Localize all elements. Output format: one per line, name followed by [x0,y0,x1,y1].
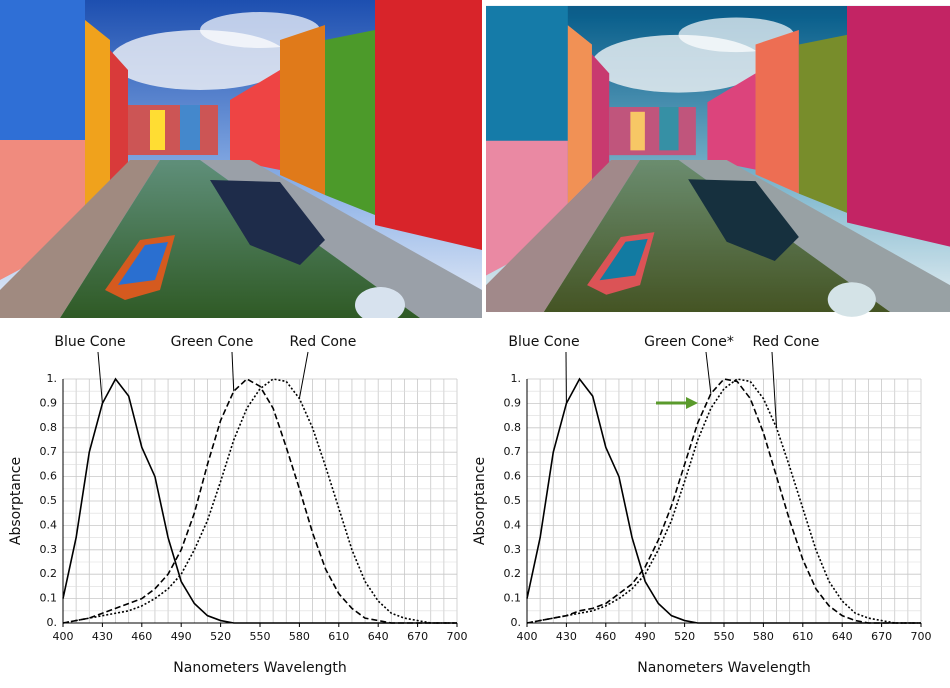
x-tick-label: 430 [556,630,577,643]
photo-shifted [486,5,950,317]
x-tick-label: 550 [250,630,271,643]
y-tick-label: 0.9 [40,396,58,409]
y-tick-label: 0. [47,616,58,629]
leader-line [298,351,309,399]
series-line [526,377,921,624]
y-tick-label: 0.5 [504,494,522,507]
series-label: Red Cone [753,334,820,350]
series-line [526,378,921,624]
x-tick-label: 580 [753,630,774,643]
y-tick-label: 0.1 [40,592,58,605]
x-tick-label: 490 [635,630,656,643]
y-tick-label: 0.8 [40,421,58,434]
x-tick-label: 490 [171,630,192,643]
y-tick-label: 0.1 [504,592,522,605]
x-tick-label: 700 [911,630,932,643]
y-tick-label: 0. [511,616,522,629]
y-tick-label: 0.3 [40,543,58,556]
y-tick-label: 0.6 [40,470,58,483]
series-label: Blue Cone [508,334,579,350]
leader-line [97,351,103,404]
y-tick-label: 0.5 [40,494,58,507]
series-label: Green Cone [171,334,254,350]
y-tick-label: 0.9 [504,396,522,409]
leader-line [771,351,778,428]
x-tick-label: 670 [871,630,892,643]
x-tick-label: 640 [368,630,389,643]
series-line [62,378,457,624]
y-tick-label: 0.3 [504,543,522,556]
x-tick-label: 550 [714,630,735,643]
y-tick-label: 0.8 [504,421,522,434]
leader-line [705,351,712,394]
leader-line [231,351,235,392]
chart: 0. 0.1 0.2 0.3 0.4 0.5 0.6 0.7 0.8 0.9 1. 400 430 460… [8,334,468,676]
x-tick-label: 670 [407,630,428,643]
y-tick-label: 0.4 [40,518,58,531]
chart: 0. 0.1 0.2 0.3 0.4 0.5 0.6 0.7 0.8 0.9 1. 400 430 460… [472,334,932,676]
x-tick-label: 520 [674,630,695,643]
series-line [62,378,457,624]
x-tick-label: 520 [210,630,231,643]
x-tick-label: 400 [53,630,74,643]
series-label: Blue Cone [54,334,125,350]
y-tick-label: 0.7 [40,445,58,458]
series-line [526,378,921,624]
y-axis-title: Absorptance [8,457,24,545]
x-tick-label: 610 [792,630,813,643]
x-axis-title: Nanometers Wavelength [637,660,810,676]
y-tick-label: 1. [511,372,522,385]
series-label: Green Cone* [644,334,734,350]
x-tick-label: 460 [131,630,152,643]
x-tick-label: 400 [517,630,538,643]
y-tick-label: 1. [47,372,58,385]
y-tick-label: 0.7 [504,445,522,458]
shift-arrow-head [686,397,698,409]
photo-original [0,0,482,318]
x-tick-label: 610 [328,630,349,643]
x-axis-title: Nanometers Wavelength [173,660,346,676]
x-tick-label: 460 [595,630,616,643]
y-tick-label: 0.6 [504,470,522,483]
y-tick-label: 0.4 [504,518,522,531]
x-tick-label: 700 [447,630,468,643]
x-tick-label: 640 [832,630,853,643]
y-tick-label: 0.2 [504,567,522,580]
series-label: Red Cone [290,334,357,350]
x-tick-label: 580 [289,630,310,643]
y-axis-title: Absorptance [472,457,488,545]
x-tick-label: 430 [92,630,113,643]
y-tick-label: 0.2 [40,567,58,580]
